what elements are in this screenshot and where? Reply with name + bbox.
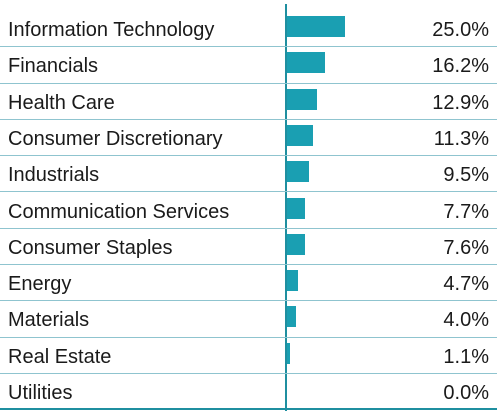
value-label: 7.6% bbox=[443, 236, 489, 259]
row-separator bbox=[0, 118, 497, 120]
category-label: Energy bbox=[8, 273, 72, 296]
chart-row: Real Estate 1.1% bbox=[0, 338, 497, 374]
value-label: 4.7% bbox=[443, 273, 489, 296]
category-label: Materials bbox=[8, 309, 90, 332]
bar bbox=[287, 233, 305, 255]
chart-row: Consumer Discretionary 11.3% bbox=[0, 120, 497, 157]
bar bbox=[287, 52, 325, 74]
row-separator bbox=[0, 264, 497, 266]
row-separator bbox=[0, 372, 497, 374]
category-label: Consumer Staples bbox=[8, 236, 173, 259]
row-separator bbox=[0, 82, 497, 84]
value-label: 11.3% bbox=[433, 127, 489, 150]
chart-row: Information Technology 25.0% bbox=[0, 11, 497, 48]
category-label: Health Care bbox=[8, 91, 115, 114]
value-label: 9.5% bbox=[443, 164, 489, 187]
value-label: 12.9% bbox=[432, 91, 489, 114]
category-label: Consumer Discretionary bbox=[8, 127, 223, 150]
category-label: Communication Services bbox=[8, 200, 230, 223]
chart-row: Consumer Staples 7.6% bbox=[0, 229, 497, 266]
row-separator bbox=[0, 408, 497, 411]
value-label: 4.0% bbox=[443, 309, 489, 332]
chart-row: Communication Services 7.7% bbox=[0, 193, 497, 229]
category-label: Information Technology bbox=[8, 19, 215, 41]
bar bbox=[287, 124, 314, 146]
category-label: Real Estate bbox=[8, 345, 112, 368]
row-separator bbox=[0, 227, 497, 229]
row-separator bbox=[0, 300, 497, 302]
chart-row: Utilities 0.0% bbox=[0, 374, 497, 411]
category-label: Financials bbox=[8, 55, 99, 78]
bar bbox=[287, 270, 298, 292]
bar bbox=[287, 306, 297, 328]
bar-axis-line bbox=[285, 4, 287, 411]
value-label: 1.1% bbox=[443, 345, 489, 368]
chart-row: Industrials 9.5% bbox=[0, 156, 497, 193]
category-label: Utilities bbox=[8, 382, 73, 404]
value-label: 0.0% bbox=[443, 382, 489, 404]
bar bbox=[287, 197, 305, 219]
bar bbox=[287, 342, 290, 364]
value-label: 25.0% bbox=[432, 19, 489, 41]
category-label: Industrials bbox=[8, 164, 100, 187]
row-separator bbox=[0, 336, 497, 338]
chart-row: Health Care 12.9% bbox=[0, 84, 497, 120]
bar bbox=[287, 88, 317, 110]
row-separator bbox=[0, 191, 497, 193]
row-separator bbox=[0, 46, 497, 48]
bar bbox=[287, 161, 310, 183]
value-label: 7.7% bbox=[443, 200, 489, 223]
chart-row: Energy 4.7% bbox=[0, 265, 497, 302]
value-label: 16.2% bbox=[432, 55, 489, 78]
chart-row: Materials 4.0% bbox=[0, 301, 497, 338]
row-separator bbox=[0, 155, 497, 157]
chart-row: Financials 16.2% bbox=[0, 47, 497, 84]
bar bbox=[287, 16, 345, 37]
